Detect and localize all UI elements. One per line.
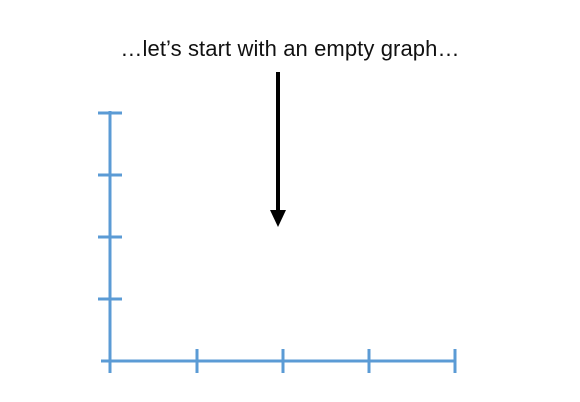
arrow-head xyxy=(270,210,286,227)
graph-axes xyxy=(101,111,456,373)
down-arrow-icon xyxy=(270,72,286,227)
y-axis-ticks xyxy=(98,111,122,301)
caption-text: …let’s start with an empty graph… xyxy=(120,36,460,61)
x-axis-ticks xyxy=(108,349,457,373)
